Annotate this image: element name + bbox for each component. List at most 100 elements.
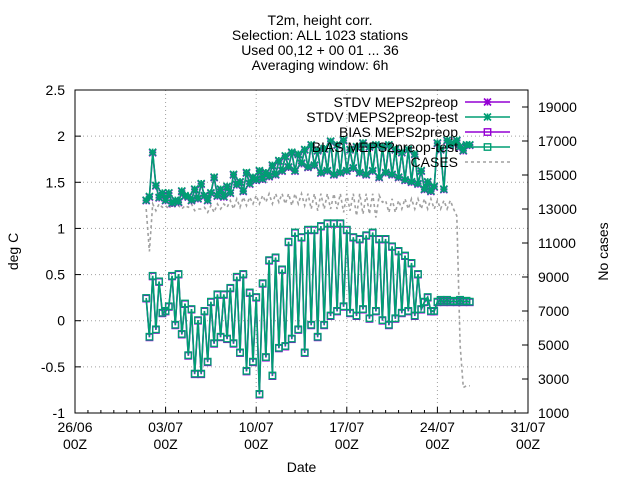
series-stdv-meps2preop-test-point (190, 185, 199, 194)
cases-line (145, 190, 470, 389)
series-bias-meps2preop-test-point (352, 311, 361, 320)
series-bias-meps2preop-test-line (145, 223, 471, 394)
series-bias-meps2preop-test-point (339, 302, 348, 311)
series-stdv-meps2preop-test-point (148, 148, 157, 157)
series-stdv-meps2preop-test-point (375, 173, 384, 182)
series-stdv-meps2preop-test-point (339, 136, 348, 145)
chart-title-line-3: Used 00,12 + 00 01 ... 36 (241, 42, 399, 58)
series-bias-meps2preop-test-point (249, 357, 257, 366)
series-bias-meps2preop-test-point (155, 277, 164, 286)
series-bias-meps2preop-test-point (414, 270, 422, 278)
x-axis-label: Date (287, 459, 317, 475)
series-stdv-meps2preop-test-point (268, 161, 277, 170)
series-stdv-meps2preop-test-point (187, 196, 196, 205)
series-bias-meps2preop-test-point (242, 366, 251, 375)
y2-tick-label: 5000 (538, 337, 569, 353)
series-stdv-meps2preop-test-point (446, 140, 455, 149)
series-bias-meps2preop-test-point (430, 306, 439, 315)
legend-label: CASES (411, 154, 458, 170)
series-stdv-meps2preop-test-point (362, 170, 371, 179)
series-stdv-meps2preop-test-point (252, 175, 261, 184)
series-stdv-meps2preop-test-point (388, 170, 397, 179)
y2-tick-label: 17000 (538, 133, 577, 149)
y-tick-label: 0 (57, 313, 65, 329)
y2-tick-label: 9000 (538, 269, 569, 285)
chart-title-line-1: T2m, height corr. (267, 12, 373, 28)
series-bias-meps2preop-test-point (417, 305, 426, 313)
series-bias-meps2preop-test-point (465, 297, 474, 306)
series-bias-meps2preop-test-point (388, 242, 396, 251)
series-stdv-meps2preop-test-point (245, 179, 254, 188)
series-stdv-meps2preop-test-point (226, 188, 235, 197)
series-stdv-meps2preop-test-point (210, 173, 219, 182)
series-bias-meps2preop-test-point (291, 228, 299, 237)
series-cases (145, 190, 470, 389)
series-bias-meps2preop-test-point (181, 299, 189, 308)
series-bias-meps2preop-test (142, 219, 474, 398)
x-tick-label-date: 03/07 (148, 419, 183, 435)
series-stdv-meps2preop-test-point (151, 181, 160, 190)
series-stdv-meps2preop-test-point (294, 149, 303, 159)
series-stdv-meps2preop-test-point (300, 145, 309, 154)
series-stdv-meps2preop-test-point (177, 186, 186, 195)
series-stdv-meps2preop-test-point (345, 145, 355, 154)
series-bias-meps2preop-test-point (245, 288, 254, 297)
y-tick-label: 1.5 (46, 174, 66, 190)
legend-label: BIAS MEPS2preop (339, 124, 458, 140)
series-bias-meps2preop-test-point (320, 320, 329, 329)
series-stdv-meps2preop-test-point (326, 137, 335, 146)
series-bias-meps2preop-test-point (284, 237, 293, 246)
x-tick-label-date: 10/07 (239, 419, 274, 435)
series-stdv-meps2preop-test-point (342, 166, 351, 175)
series-stdv-meps2preop-test-point (439, 185, 448, 194)
x-tick-label-time: 00Z (244, 436, 269, 452)
y-tick-label: -0.5 (41, 359, 65, 375)
series-stdv-meps2preop-test-point (430, 182, 439, 191)
series-bias-meps2preop-test-point (145, 332, 154, 341)
series-stdv-meps2preop-test-point (329, 170, 338, 179)
series-stdv-meps2preop-test-point (213, 191, 222, 200)
y-tick-label: 0.5 (46, 267, 66, 283)
plot-frame (74, 89, 529, 414)
series-stdv-meps2preop-test-point (239, 186, 248, 195)
series-stdv-meps2preop-test-point (229, 170, 238, 179)
series-stdv-meps2preop-test-point (413, 179, 423, 188)
series-bias-meps2preop-test-point (194, 316, 202, 325)
x-tick-label-date: 26/06 (57, 419, 92, 435)
series-bias-meps2preop-test-point (262, 353, 270, 361)
chart-title-line-4: Averaging window: 6h (251, 57, 389, 73)
series-bias-meps2preop-test-point (177, 330, 186, 338)
series-stdv-meps2preop-test-point (433, 138, 442, 147)
series-bias-meps2preop-test-point (229, 339, 238, 348)
y-tick-label: 1 (57, 220, 65, 236)
series-stdv-meps2preop-test-point (216, 185, 225, 194)
series-stdv-meps2preop-test-point (287, 148, 296, 157)
series-bias-meps2preop-test-point (151, 325, 160, 334)
legend-marker (483, 112, 492, 122)
series-bias-meps2preop-test-point (294, 325, 303, 334)
series-layer (142, 136, 474, 399)
legend-label: STDV MEPS2preop-test (306, 109, 458, 125)
series-stdv-meps2preop-test-point (378, 142, 387, 151)
y2-tick-label: 15000 (538, 167, 577, 183)
series-stdv-meps2preop-test-point (258, 174, 267, 183)
series-stdv-meps2preop-test-point (290, 166, 300, 175)
series-bias-meps2preop-test-point (407, 258, 416, 267)
series-bias-meps2preop-test-point (239, 270, 248, 278)
x-tick-label-time: 00Z (63, 436, 88, 452)
series-bias-meps2preop-test-point (164, 302, 173, 311)
series-stdv-meps2preop-test (142, 136, 474, 207)
series-bias-meps2preop-test-point (219, 290, 228, 299)
series-bias-meps2preop-test-point (394, 246, 403, 255)
series-stdv-meps2preop-test-point (171, 196, 180, 205)
series-stdv-meps2preop-test-point (420, 185, 429, 194)
series-bias-meps2preop-test-point (223, 334, 231, 343)
series-bias-meps2preop-test-point (359, 305, 367, 313)
series-bias-meps2preop-test-point (326, 311, 335, 320)
series-bias-meps2preop-test-point (268, 371, 277, 380)
series-stdv-meps2preop-test-point (281, 151, 290, 160)
y-tick-label: -1 (53, 405, 66, 421)
series-bias-meps2preop-test-point (206, 297, 215, 306)
series-stdv-meps2preop-test-point (417, 166, 426, 175)
